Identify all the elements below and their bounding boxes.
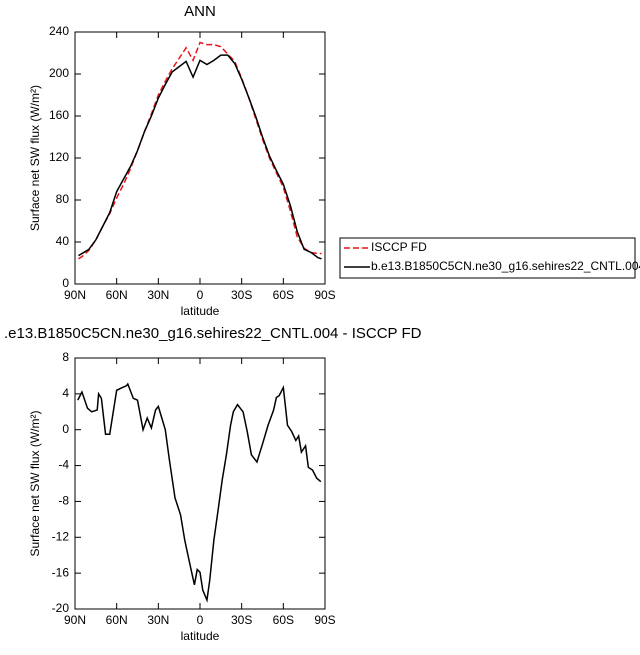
x-tick-label: 30S bbox=[231, 288, 252, 302]
y-tick-label: 120 bbox=[49, 150, 69, 164]
x-tick-label: 90S bbox=[314, 288, 335, 302]
x-tick-label: 0 bbox=[197, 613, 204, 627]
x-axis-label: latitude bbox=[181, 304, 220, 318]
x-tick-label: 60N bbox=[106, 288, 128, 302]
x-tick-label: 90S bbox=[314, 613, 335, 627]
data-line bbox=[78, 41, 322, 260]
chart-title: ANN bbox=[184, 3, 216, 20]
x-tick-label: 30N bbox=[147, 288, 169, 302]
y-tick-label: 8 bbox=[62, 350, 69, 364]
x-axis-label: latitude bbox=[181, 629, 220, 643]
y-tick-label: 80 bbox=[56, 192, 70, 206]
y-tick-label: 4 bbox=[62, 386, 69, 400]
x-tick-label: 90N bbox=[64, 288, 86, 302]
legend: ISCCP FD b.e13.B1850C5CN.ne30_g16.sehires… bbox=[339, 237, 640, 279]
y-tick-label: 0 bbox=[62, 276, 69, 290]
x-tick-label: 30S bbox=[231, 613, 252, 627]
y-tick-label: -4 bbox=[58, 458, 69, 472]
y-tick-label: 40 bbox=[56, 234, 70, 248]
x-tick-label: 0 bbox=[197, 288, 204, 302]
legend-label: b.e13.B1850C5CN.ne30_g16.sehires22_CNTL.… bbox=[371, 259, 640, 273]
x-tick-label: 60S bbox=[273, 288, 294, 302]
y-tick-label: -16 bbox=[52, 565, 70, 579]
x-tick-label: 90N bbox=[64, 613, 86, 627]
y-tick-label: 160 bbox=[49, 108, 69, 122]
chart-title: .e13.B1850C5CN.ne30_g16.sehires22_CNTL.0… bbox=[4, 325, 422, 342]
y-axis-label: Surface net SW flux (W/m²) bbox=[28, 410, 42, 556]
plot-frame bbox=[74, 31, 326, 285]
legend-label: ISCCP FD bbox=[371, 240, 427, 254]
x-tick-label: 60S bbox=[273, 613, 294, 627]
y-tick-label: -20 bbox=[52, 601, 70, 615]
data-line bbox=[77, 382, 322, 603]
y-axis-label: Surface net SW flux (W/m²) bbox=[28, 85, 42, 231]
y-tick-label: -8 bbox=[58, 494, 69, 508]
x-tick-label: 60N bbox=[106, 613, 128, 627]
y-tick-label: 200 bbox=[49, 66, 69, 80]
legend-box bbox=[339, 237, 636, 279]
data-line bbox=[78, 54, 322, 260]
y-tick-label: -12 bbox=[52, 529, 70, 543]
x-tick-label: 30N bbox=[147, 613, 169, 627]
y-tick-label: 240 bbox=[49, 24, 69, 38]
y-tick-label: 0 bbox=[62, 422, 69, 436]
